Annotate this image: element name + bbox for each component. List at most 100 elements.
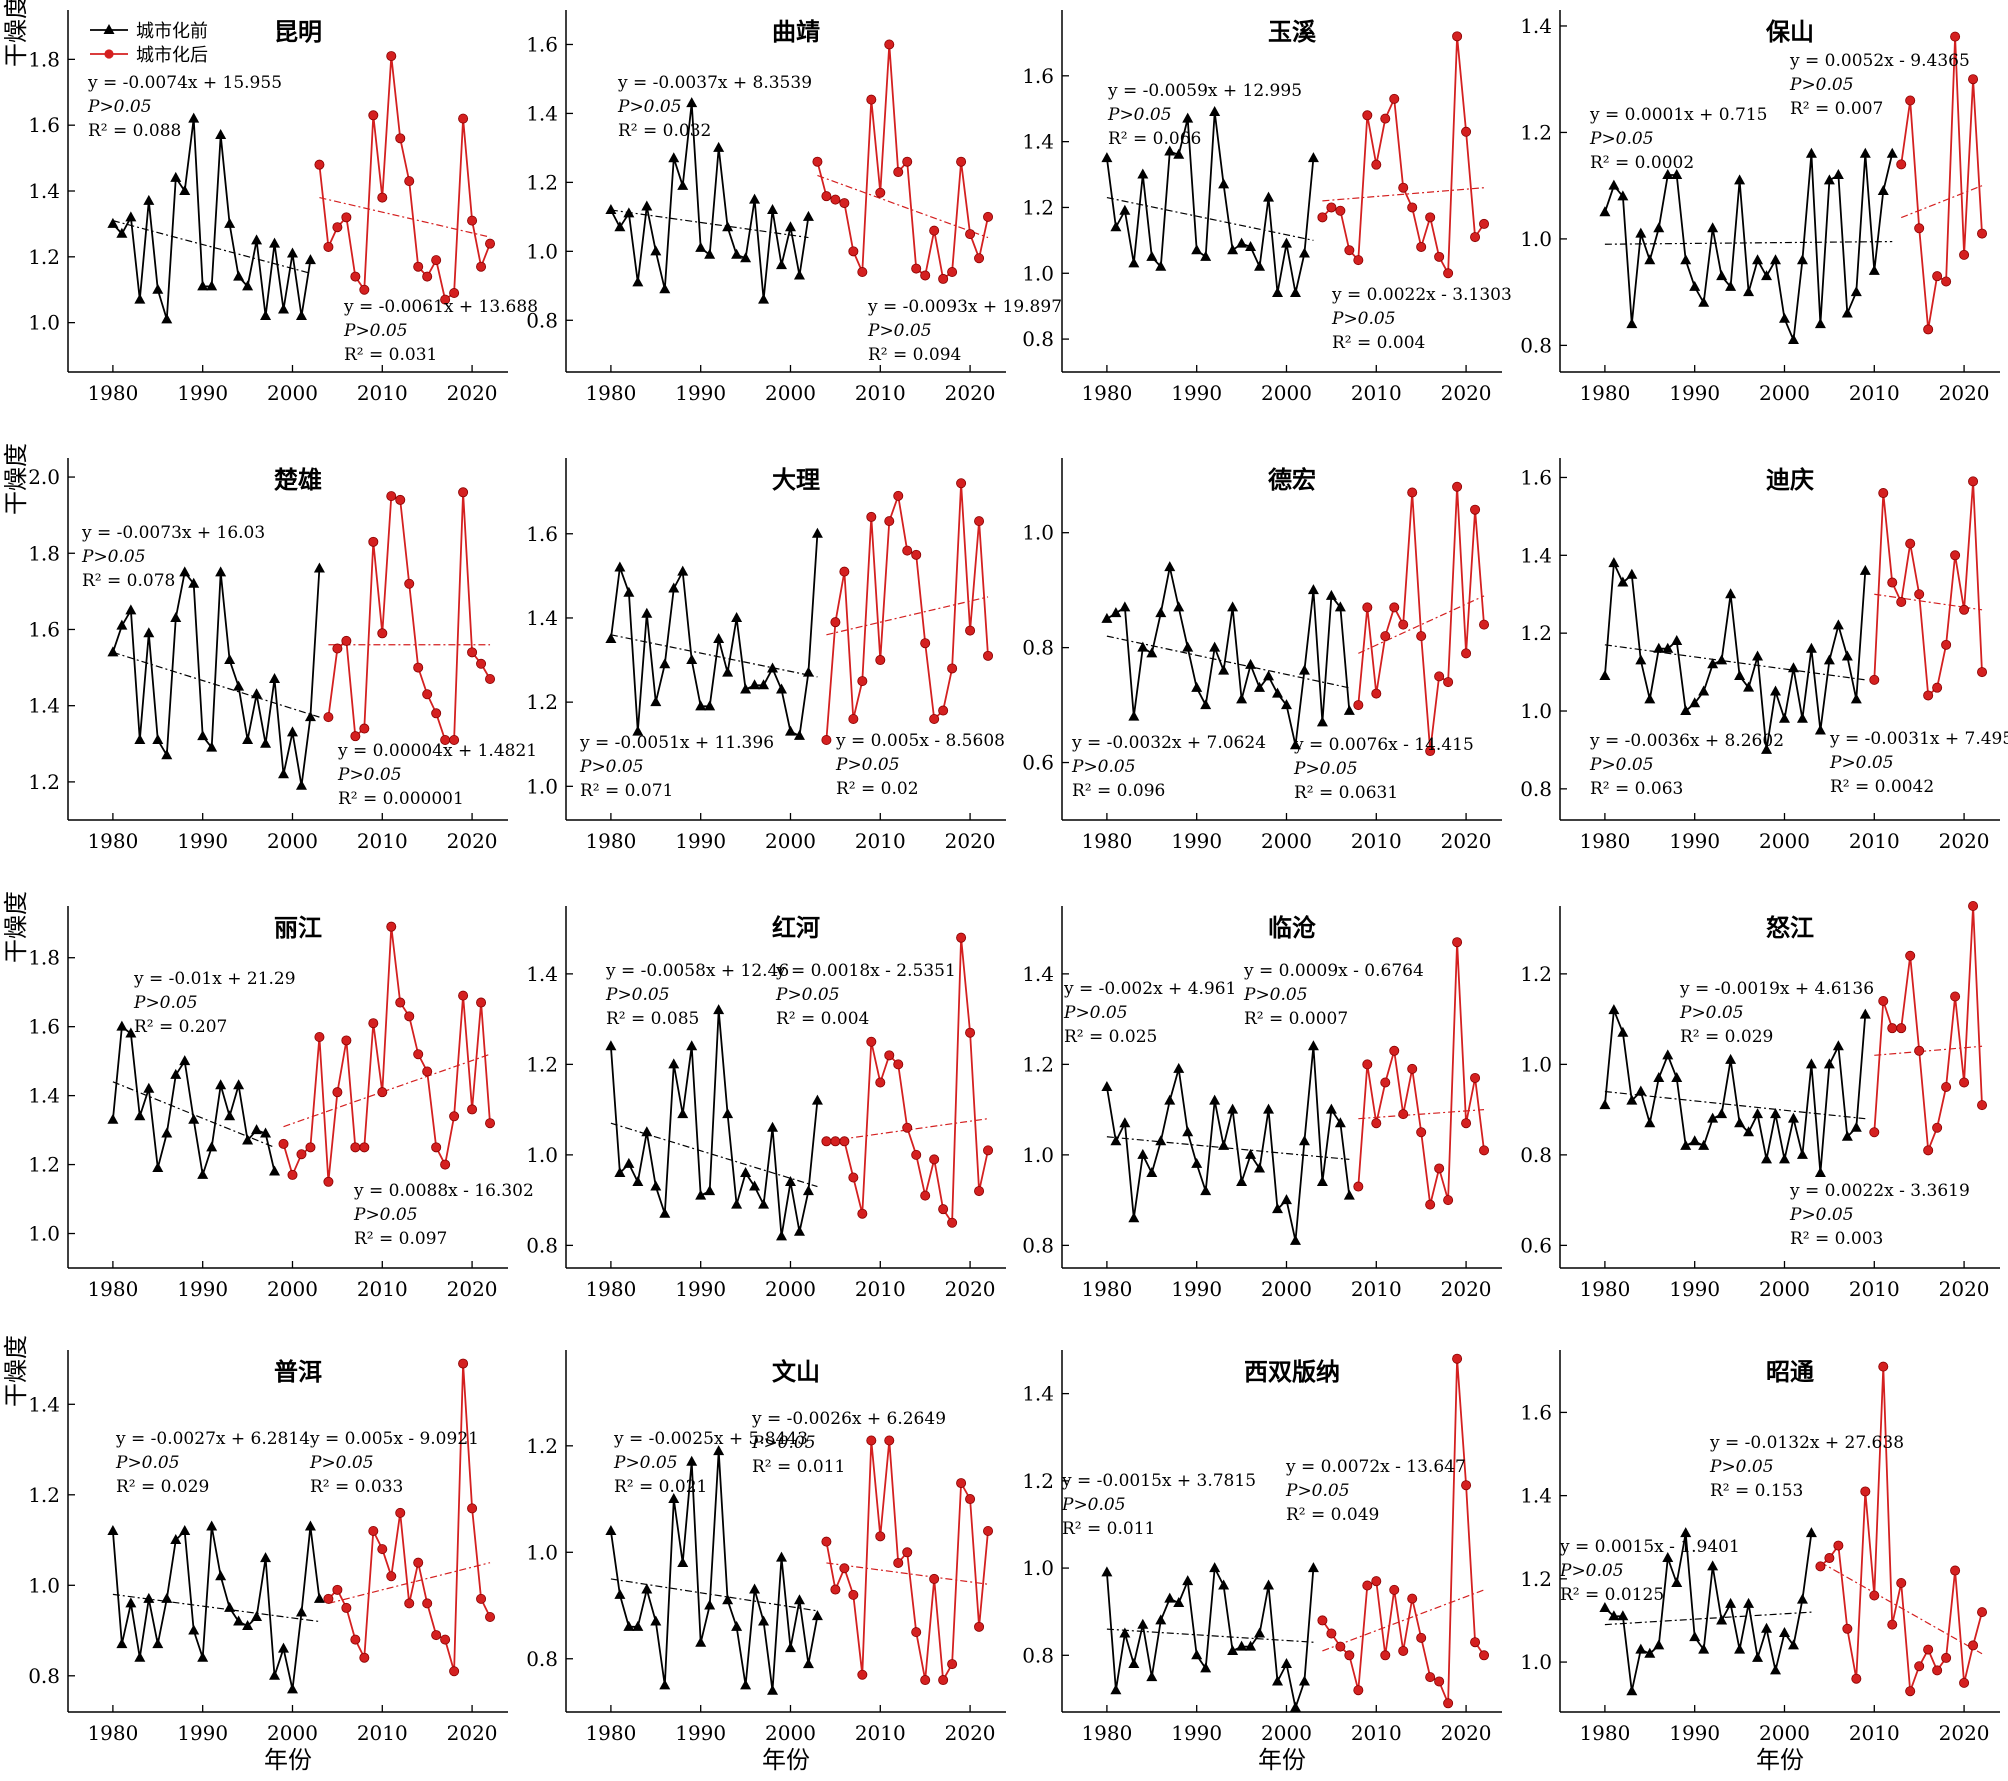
data-point-pre — [1743, 1597, 1755, 1608]
data-point-post — [341, 212, 352, 223]
x-tick-label: 1990 — [177, 1721, 228, 1745]
data-point-pre — [1209, 1094, 1221, 1105]
data-point-post — [431, 255, 442, 266]
x-tick-label: 2000 — [765, 829, 816, 853]
data-point-post — [1443, 268, 1454, 279]
data-point-pre — [116, 619, 128, 630]
data-point-pre — [304, 254, 316, 265]
data-point-post — [830, 1136, 841, 1147]
data-point-post — [1851, 1673, 1862, 1684]
data-point-post — [1371, 1118, 1382, 1129]
data-point-post — [929, 713, 940, 724]
data-point-post — [1842, 1623, 1853, 1634]
x-tick-label: 2000 — [1759, 829, 1810, 853]
data-point-post — [332, 222, 343, 233]
y-axis-label: 干燥度 — [2, 891, 30, 963]
data-point-pre — [1608, 557, 1620, 568]
data-point-pre — [1716, 654, 1728, 665]
data-point-pre — [1761, 1622, 1773, 1633]
data-point-post — [848, 713, 859, 724]
data-point-post — [341, 1035, 352, 1046]
data-point-post — [422, 1598, 433, 1609]
x-tick-label: 1980 — [1081, 381, 1132, 405]
r-squared: R² = 0.153 — [1710, 1481, 1803, 1501]
data-point-pre — [1272, 1675, 1284, 1686]
data-point-pre — [740, 1166, 752, 1177]
data-point-pre — [1128, 257, 1140, 268]
data-point-pre — [1182, 1575, 1194, 1586]
data-point-post — [1887, 1023, 1898, 1034]
r-squared: R² = 0.049 — [1286, 1505, 1379, 1525]
data-point-pre — [1859, 147, 1871, 158]
data-point-pre — [215, 129, 227, 140]
data-point-post — [1407, 1593, 1418, 1604]
data-point-post — [1968, 74, 1979, 85]
data-point-pre — [295, 779, 307, 790]
data-point-pre — [704, 700, 716, 711]
chart-panel: 1.0 1.2 1.4 1.6 1.8 1980 1990 2000 2010 2020 丽江 y =… — [2, 891, 534, 1301]
data-point-post — [431, 1630, 442, 1641]
x-tick-label: 2020 — [945, 1721, 996, 1745]
y-tick-label: 1.4 — [1520, 1484, 1552, 1508]
data-point-pre — [1200, 699, 1212, 710]
data-point-pre — [1653, 642, 1665, 653]
data-point-post — [449, 1111, 460, 1122]
y-tick-label: 1.2 — [526, 1434, 558, 1458]
data-point-pre — [1182, 641, 1194, 652]
series-line-post — [1357, 942, 1485, 1205]
data-point-post — [1362, 110, 1373, 121]
x-tick-label: 2000 — [267, 381, 318, 405]
data-point-pre — [793, 1225, 805, 1236]
y-tick-label: 1.4 — [526, 606, 558, 630]
data-point-pre — [170, 1534, 182, 1545]
x-tick-label: 1980 — [585, 829, 636, 853]
r-squared: R² = 0.066 — [1108, 129, 1201, 149]
data-point-post — [875, 655, 886, 666]
data-point-pre — [1716, 1614, 1728, 1625]
data-point-post — [449, 1666, 460, 1677]
y-tick-label: 1.0 — [1520, 1650, 1552, 1674]
r-squared: R² = 0.0125 — [1560, 1585, 1664, 1605]
data-point-pre — [1146, 647, 1158, 658]
data-point-post — [857, 267, 868, 278]
data-point-post — [983, 1525, 994, 1536]
panel-title: 丽江 — [274, 913, 322, 942]
regression-equation: y = -0.0093x + 19.897 — [867, 297, 1062, 317]
chart-panel: 0.6 0.8 1.0 1980 1990 2000 2010 2020 德宏 y = -0.00… — [1022, 458, 1502, 853]
data-point-pre — [125, 1597, 137, 1608]
data-point-pre — [659, 1679, 671, 1690]
data-point-pre — [1671, 1577, 1683, 1588]
regression-equation: y = 0.0015x - 1.9401 — [1559, 1537, 1740, 1557]
data-point-pre — [242, 1134, 254, 1145]
regression-equation: y = 0.0076x - 14.415 — [1293, 735, 1474, 755]
data-point-pre — [1245, 1148, 1257, 1159]
data-point-post — [413, 1557, 424, 1568]
data-point-pre — [1698, 296, 1710, 307]
data-point-pre — [1101, 612, 1113, 623]
series-line-post — [282, 926, 491, 1182]
y-tick-label: 1.4 — [28, 1392, 60, 1416]
data-point-post — [458, 113, 469, 124]
data-point-pre — [1200, 250, 1212, 261]
data-point-post — [1896, 159, 1907, 170]
y-tick-label: 1.4 — [1022, 130, 1054, 154]
data-point-pre — [1263, 1579, 1275, 1590]
x-tick-label: 2020 — [945, 829, 996, 853]
p-value: P>0.05 — [309, 1453, 374, 1473]
data-point-pre — [722, 1594, 734, 1605]
p-value: P>0.05 — [1063, 1003, 1128, 1023]
data-point-pre — [1743, 286, 1755, 297]
data-point-post — [1425, 212, 1436, 223]
data-point-post — [920, 270, 931, 281]
chart-panel: 0.8 1.0 1.2 1.4 1980 1990 2000 2010 2020 普洱 y = -0… — [2, 1335, 508, 1774]
data-point-post — [821, 735, 832, 746]
data-point-pre — [650, 1180, 662, 1191]
y-tick-label: 0.8 — [1022, 636, 1054, 660]
data-point-pre — [1245, 658, 1257, 669]
data-point-post — [983, 211, 994, 222]
data-point-post — [1380, 631, 1391, 642]
data-point-pre — [623, 207, 635, 218]
x-tick-label: 1980 — [1579, 1277, 1630, 1301]
data-point-pre — [686, 1455, 698, 1466]
trend-line-pre — [1106, 1628, 1314, 1643]
